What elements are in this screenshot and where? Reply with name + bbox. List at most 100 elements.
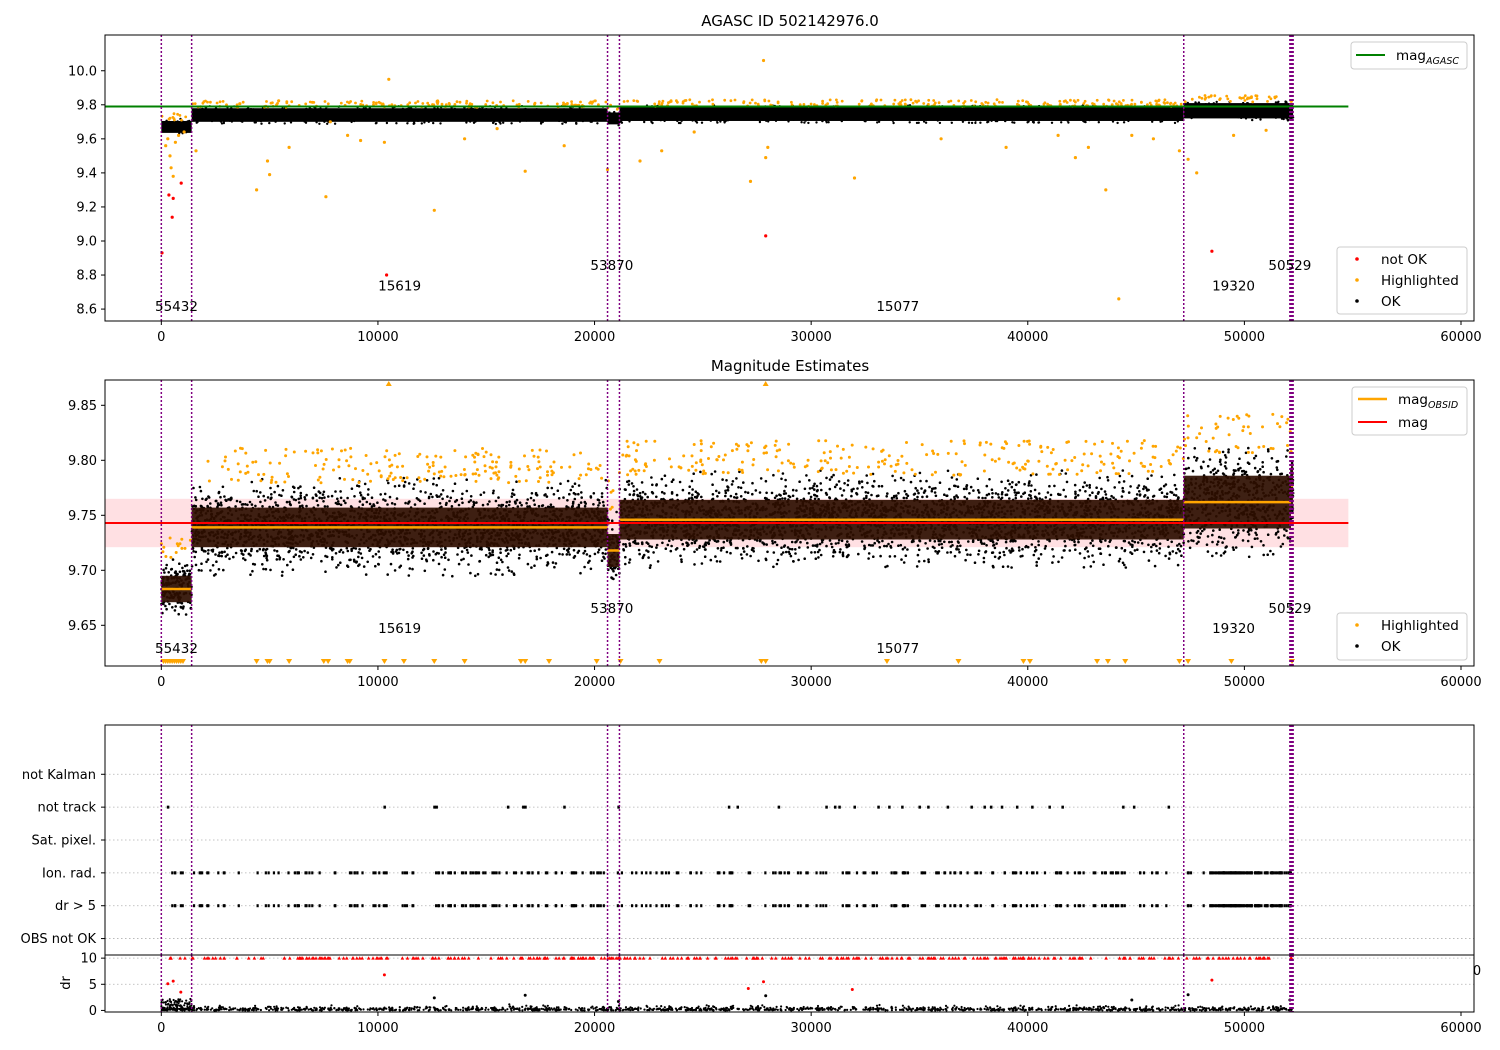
- highlighted-point: [484, 450, 488, 454]
- ok-point: [842, 113, 845, 116]
- ok-point: [222, 120, 226, 123]
- highlighted-point: [632, 99, 636, 102]
- ok-point: [474, 109, 477, 112]
- ok-point: [772, 473, 775, 477]
- ok-point: [360, 556, 364, 560]
- ok-point: [235, 499, 239, 503]
- highlighted-point: [526, 465, 530, 468]
- ok-point: [1099, 114, 1102, 118]
- ok-point: [250, 115, 254, 118]
- ok-point: [497, 568, 501, 572]
- ok-point: [535, 493, 539, 497]
- highlighted-point: [194, 149, 198, 153]
- ok-point: [695, 548, 699, 551]
- ok-point: [264, 553, 268, 556]
- ok-point: [739, 486, 743, 490]
- ok-point: [300, 550, 303, 554]
- ok-point: [1081, 485, 1085, 489]
- ok-point: [890, 117, 893, 120]
- ok-point: [650, 112, 654, 115]
- ok-point: [320, 496, 324, 500]
- ok-point: [908, 121, 911, 124]
- highlighted-point: [1151, 137, 1155, 141]
- highlighted-point: [283, 480, 287, 484]
- highlighted-point: [892, 102, 896, 106]
- ok-point: [925, 495, 929, 498]
- ok-point: [209, 569, 212, 572]
- ok-point: [580, 491, 583, 494]
- highlighted-point: [448, 102, 451, 106]
- ok-point: [444, 503, 448, 507]
- highlighted-point: [1117, 100, 1121, 104]
- ok-point: [755, 114, 759, 117]
- highlighted-point: [1264, 128, 1268, 132]
- ok-point: [680, 119, 683, 123]
- ok-point: [498, 110, 502, 114]
- ok-point: [1216, 112, 1220, 115]
- ok-point: [526, 498, 529, 501]
- ok-point: [603, 115, 606, 118]
- highlighted-point: [372, 103, 375, 106]
- highlighted-point: [1243, 94, 1247, 98]
- ok-point: [269, 486, 272, 490]
- ok-point: [338, 477, 342, 480]
- ok-point: [288, 119, 291, 122]
- ok-point: [1044, 496, 1048, 499]
- highlighted-point: [387, 77, 391, 81]
- ok-point: [615, 510, 618, 514]
- ok-point: [1207, 102, 1211, 105]
- ok-point: [767, 117, 771, 120]
- ok-point: [1147, 559, 1151, 562]
- highlighted-point: [1195, 171, 1199, 175]
- ok-point: [690, 108, 693, 111]
- highlighted-point: [754, 101, 757, 105]
- ok-point: [422, 554, 426, 557]
- ok-point: [496, 112, 499, 115]
- ok-point: [491, 553, 495, 557]
- ok-point: [350, 547, 353, 551]
- highlighted-point: [183, 546, 187, 550]
- ok-point: [1079, 116, 1082, 119]
- ok-point: [974, 119, 977, 122]
- highlighted-point: [549, 465, 553, 469]
- highlighted-point: [821, 102, 824, 105]
- ok-point: [884, 117, 887, 121]
- ok-point: [905, 108, 908, 112]
- ok-point: [607, 116, 610, 120]
- ok-point: [514, 502, 517, 505]
- ok-point: [299, 494, 303, 498]
- highlighted-point: [489, 453, 493, 457]
- highlighted-point: [1148, 101, 1152, 105]
- ok-point: [510, 570, 514, 573]
- legend-highlighted-marker: [1355, 278, 1359, 282]
- ok-point: [1282, 117, 1285, 121]
- ok-point: [383, 113, 386, 117]
- highlighted-point: [425, 455, 429, 459]
- ok-point: [791, 108, 794, 111]
- legend-ok-marker: [1355, 299, 1359, 303]
- ok-point: [188, 119, 191, 123]
- highlighted-point: [455, 100, 459, 104]
- ok-point: [1030, 107, 1033, 110]
- ok-point: [438, 110, 441, 113]
- obsid-label: 15619: [378, 278, 421, 294]
- ok-point: [537, 548, 541, 551]
- ok-point: [326, 505, 329, 508]
- ok-point: [570, 107, 573, 111]
- highlighted-point: [688, 98, 692, 102]
- ok-point: [1215, 100, 1218, 104]
- ok-point: [1114, 116, 1117, 119]
- ok-point: [219, 495, 222, 499]
- ok-point: [668, 539, 671, 543]
- ok-point: [549, 503, 553, 507]
- highlighted-point: [903, 98, 907, 102]
- ok-point: [460, 550, 464, 553]
- ok-point: [305, 493, 308, 497]
- ok-point: [774, 119, 778, 123]
- highlighted-point: [584, 473, 588, 477]
- ok-point: [510, 495, 514, 498]
- highlighted-point: [473, 455, 476, 459]
- ok-point: [1119, 110, 1123, 113]
- highlighted-point: [638, 159, 642, 163]
- ok-point: [387, 119, 391, 122]
